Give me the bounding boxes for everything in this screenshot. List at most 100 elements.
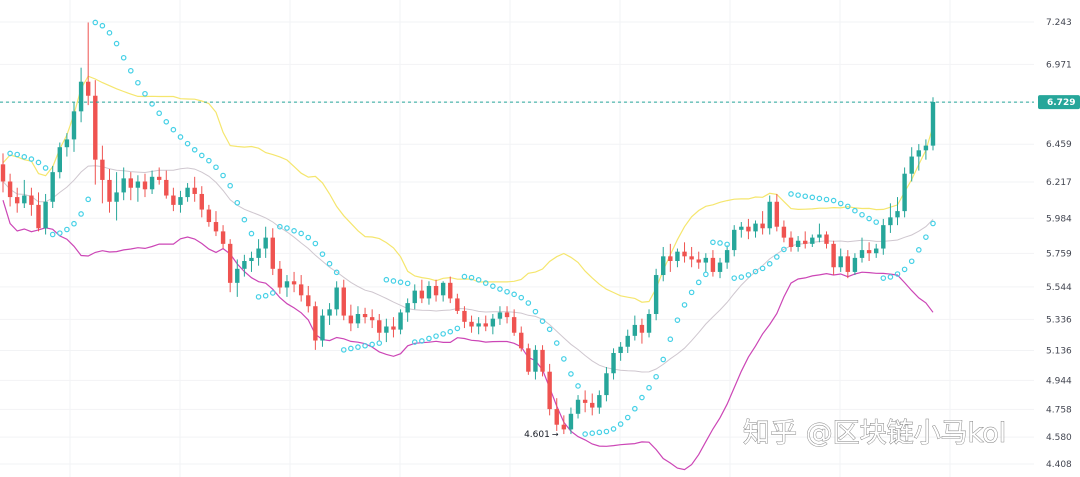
sar-dot <box>795 192 801 198</box>
candle-body <box>483 323 488 327</box>
y-tick-label: 5.984 <box>1046 214 1072 224</box>
y-axis: 7.243 6.971 6.459 6.217 5.984 5.759 5.544 5.336… <box>1046 18 1072 470</box>
candle-body <box>902 173 907 212</box>
candle-body <box>653 275 659 315</box>
sar-dot <box>291 228 297 234</box>
sar-dot <box>326 260 333 267</box>
sar-dot <box>177 134 184 140</box>
candle-body <box>568 413 574 430</box>
sar-dot <box>653 373 659 380</box>
sar-dot <box>21 154 28 160</box>
sar-dot <box>92 19 99 26</box>
candle-body <box>235 268 240 283</box>
sar-dot <box>383 276 390 283</box>
low-marker-label: 4.601 <box>524 430 550 440</box>
sar-dot <box>596 429 603 436</box>
candle-body <box>85 81 91 96</box>
sar-dot <box>894 271 901 277</box>
sar-dot <box>752 268 759 275</box>
sar-dot <box>710 239 716 246</box>
sar-dot <box>859 211 865 218</box>
candle-body <box>732 229 737 251</box>
sar-dot <box>809 194 816 201</box>
sar-dot <box>213 164 219 171</box>
candle-body <box>192 187 197 194</box>
y-tick-label: 5.759 <box>1046 249 1072 259</box>
candle-body <box>107 179 112 202</box>
sar-dot <box>908 258 915 265</box>
candle-body <box>36 204 41 229</box>
candle-body <box>178 197 183 205</box>
candle-body <box>831 243 836 268</box>
candle-body <box>611 352 616 374</box>
candle-body <box>22 195 27 204</box>
candle-body <box>242 261 247 269</box>
candle-body <box>199 193 204 210</box>
y-tick-label: 5.336 <box>1046 315 1072 325</box>
candle-body <box>320 315 325 341</box>
sar-dot <box>7 150 13 157</box>
candle-body <box>426 285 432 299</box>
sar-dot <box>369 341 375 348</box>
candle-body <box>618 346 623 353</box>
sar-dot <box>852 207 858 214</box>
sar-dot <box>553 340 560 346</box>
candle-body <box>206 209 212 223</box>
sar-dot <box>156 110 162 117</box>
sar-dot <box>454 325 461 332</box>
candle-body <box>291 281 297 285</box>
sar-dot <box>426 335 432 342</box>
sar-dot <box>695 279 702 286</box>
candle-body <box>341 287 346 316</box>
candle-body <box>362 314 368 318</box>
candle-body <box>547 371 552 410</box>
candle-body <box>533 349 538 372</box>
sar-dot <box>759 265 766 272</box>
candle-body <box>519 332 524 349</box>
y-tick-label: 6.217 <box>1046 178 1072 188</box>
candles <box>0 22 936 435</box>
candle-body <box>298 284 304 296</box>
candle-body <box>760 223 765 229</box>
y-tick-label: 4.408 <box>1046 460 1072 470</box>
sar-dot <box>518 294 525 301</box>
low-marker: 4.601 → <box>524 430 559 440</box>
last-price-tag: 6.729 <box>1038 95 1080 110</box>
candle-body <box>866 250 872 254</box>
candle-body <box>149 176 155 190</box>
candle-body <box>632 324 638 336</box>
sar-dot <box>312 240 319 247</box>
candle-body <box>412 290 417 304</box>
sar-dot <box>419 338 425 344</box>
candle-body <box>270 237 275 269</box>
low-marker-arrow: → <box>552 430 559 439</box>
candle-body <box>306 295 311 307</box>
candle-body <box>675 251 680 262</box>
candle-body <box>398 312 403 330</box>
candle-body <box>220 231 226 244</box>
candle-body <box>43 201 48 229</box>
sar-dot <box>64 226 70 233</box>
candle-body <box>895 211 900 218</box>
last-price-tag-bg <box>1038 95 1080 110</box>
candle-body <box>29 195 34 205</box>
y-tick-label: 4.944 <box>1046 376 1072 386</box>
sar-dot <box>561 356 567 362</box>
sar-dot <box>731 275 738 281</box>
sar-dot <box>71 220 77 227</box>
candle-body <box>114 192 119 202</box>
sar-dot <box>113 40 120 47</box>
sar-dot <box>546 326 553 333</box>
sar-dot <box>660 356 667 363</box>
candle-body <box>142 181 148 190</box>
sar-dot <box>319 251 326 257</box>
candle-body <box>540 349 545 372</box>
sar-dot <box>227 182 233 189</box>
candle-body <box>881 225 886 249</box>
candle-body <box>256 248 261 258</box>
sar-dot <box>568 371 574 377</box>
candle-body <box>313 306 318 341</box>
sar-dot <box>717 240 723 246</box>
sar-dot <box>184 140 191 147</box>
